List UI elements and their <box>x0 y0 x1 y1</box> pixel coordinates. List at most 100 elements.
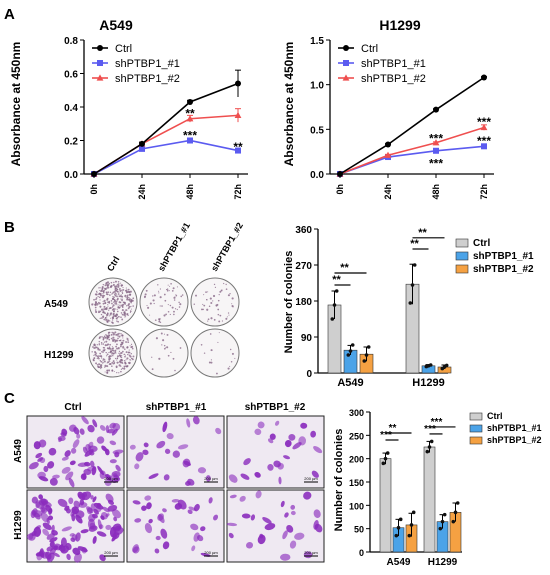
stained-cell <box>96 531 107 537</box>
colony <box>207 320 209 322</box>
stained-cell <box>257 421 265 429</box>
series-line <box>339 145 485 175</box>
y-tick-label: 0.4 <box>64 103 78 114</box>
colony <box>114 285 117 288</box>
colony <box>107 361 110 364</box>
stained-cell <box>171 498 180 503</box>
data-point <box>139 140 145 147</box>
colony <box>124 355 126 358</box>
colony <box>169 285 171 287</box>
colony <box>120 298 122 300</box>
colony <box>231 352 234 355</box>
colony <box>109 343 112 346</box>
stained-cell <box>313 520 319 530</box>
colony <box>102 290 105 293</box>
data-point <box>409 523 414 527</box>
colony <box>114 299 116 301</box>
colony <box>117 335 119 337</box>
data-point <box>411 510 416 515</box>
colony <box>98 310 101 313</box>
stained-cell <box>49 541 55 548</box>
colony <box>110 337 113 340</box>
stained-cell <box>240 473 250 480</box>
colony <box>208 361 211 364</box>
stained-cell <box>70 537 76 543</box>
colony <box>99 364 103 367</box>
data-point <box>91 171 97 177</box>
data-point <box>383 456 388 461</box>
colony <box>110 333 113 336</box>
colony <box>100 309 103 311</box>
colony <box>99 305 102 308</box>
colony <box>209 333 212 335</box>
stained-cell <box>160 528 168 539</box>
data-point <box>428 363 433 367</box>
colony <box>121 318 124 321</box>
y-tick-label: 0.0 <box>310 170 324 181</box>
colony <box>179 303 182 306</box>
colony <box>114 293 116 296</box>
colony <box>94 306 97 309</box>
colony <box>124 348 126 350</box>
colony <box>124 294 127 297</box>
legend-swatch <box>469 424 483 433</box>
stained-cell <box>112 422 121 431</box>
colony <box>117 320 119 323</box>
stained-cell <box>188 506 196 511</box>
colony <box>121 292 124 295</box>
stained-cell <box>105 524 112 530</box>
colony <box>157 284 159 286</box>
data-point <box>385 451 390 455</box>
colony <box>193 303 195 305</box>
data-point <box>408 301 413 305</box>
stained-cell <box>274 420 280 426</box>
significance-label: *** <box>477 134 491 148</box>
colony <box>115 366 118 369</box>
stained-cell <box>197 467 207 474</box>
stained-cell <box>46 546 54 552</box>
colony <box>116 371 118 374</box>
colony <box>102 283 105 286</box>
scale-bar-label: 200 µm <box>104 550 118 555</box>
colony <box>163 293 166 296</box>
stained-cell <box>284 512 289 518</box>
x-tick-label: 72h <box>479 184 489 200</box>
colony <box>119 306 122 308</box>
colony <box>124 362 127 365</box>
colony <box>107 286 110 289</box>
colony <box>120 345 122 348</box>
stained-cell <box>311 470 319 478</box>
colony <box>121 354 123 356</box>
colony <box>110 350 112 353</box>
colony <box>120 282 122 284</box>
panel-c-letter: C <box>4 390 15 407</box>
legend-label: shPTBP1_#2 <box>487 435 542 445</box>
colony <box>91 303 94 306</box>
colony <box>116 320 118 322</box>
chart-colony-formation: Number of colonies 0 90 180 270 360 A549 H1299… <box>283 225 534 389</box>
colony <box>114 357 117 360</box>
colony <box>112 355 114 357</box>
stained-cell <box>58 437 62 443</box>
stained-cell <box>132 500 141 505</box>
colony <box>110 317 112 319</box>
x-tick-label: 24h <box>137 184 147 200</box>
chart-h1299-proliferation: H1299 Absorbance at 450nm 0.0 0.5 1.0 1.5 0h… <box>282 17 494 200</box>
colony <box>125 354 127 356</box>
colony <box>217 308 220 311</box>
panel-a-letter: A <box>4 6 15 23</box>
stained-cell <box>255 490 262 499</box>
colony <box>125 289 128 292</box>
colony <box>226 316 228 318</box>
colony <box>98 343 101 346</box>
y-tick-label: 0 <box>306 369 312 380</box>
colony <box>170 282 172 285</box>
colony <box>106 281 110 284</box>
colony <box>144 296 146 299</box>
stained-cell <box>71 447 77 454</box>
stained-cell <box>190 523 199 531</box>
colony <box>112 360 115 363</box>
colony <box>106 320 108 322</box>
colony <box>111 302 113 305</box>
colony <box>129 345 131 347</box>
